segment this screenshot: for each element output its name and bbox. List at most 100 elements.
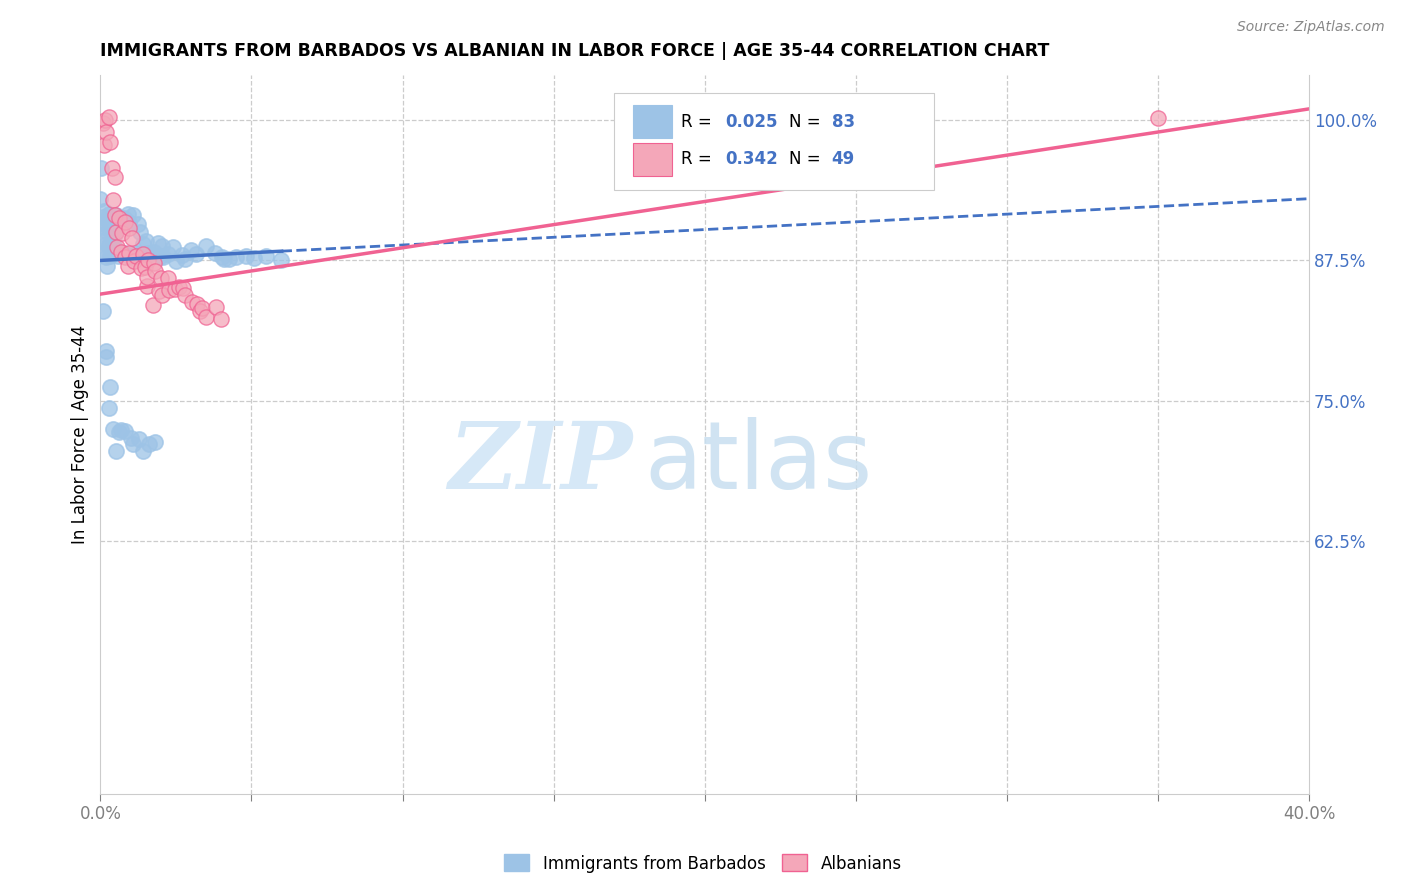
Point	[105, 240, 128, 254]
Point	[173, 252, 195, 267]
Point	[146, 235, 169, 250]
Point	[96, 343, 118, 358]
Point	[104, 212, 127, 227]
Point	[118, 216, 141, 230]
Point	[129, 225, 152, 239]
Point	[143, 264, 166, 278]
Point	[98, 380, 121, 394]
Point	[105, 444, 128, 458]
Point	[117, 259, 139, 273]
Point	[93, 220, 115, 235]
Point	[235, 249, 257, 263]
Point	[136, 246, 159, 260]
Text: atlas: atlas	[644, 417, 873, 509]
Point	[101, 228, 124, 243]
Point	[108, 215, 131, 229]
FancyBboxPatch shape	[633, 105, 672, 138]
Point	[112, 211, 135, 225]
Point	[270, 252, 292, 267]
Point	[105, 243, 128, 257]
Point	[149, 270, 172, 285]
Point	[118, 246, 141, 260]
Point	[100, 246, 122, 260]
Point	[114, 250, 136, 264]
Point	[111, 247, 134, 261]
Point	[254, 249, 277, 263]
Point	[96, 250, 118, 264]
Point	[94, 350, 117, 364]
Point	[117, 207, 139, 221]
Point	[93, 235, 115, 249]
Point	[125, 245, 148, 260]
Point	[186, 246, 208, 260]
Text: R =: R =	[681, 113, 717, 131]
Point	[93, 203, 115, 218]
Text: 0.025: 0.025	[725, 113, 778, 131]
Point	[1147, 112, 1170, 126]
Point	[115, 213, 138, 227]
Point	[108, 211, 131, 225]
Point	[204, 301, 226, 315]
Point	[98, 249, 121, 263]
Point	[135, 234, 157, 248]
Y-axis label: In Labor Force | Age 35-44: In Labor Force | Age 35-44	[72, 325, 89, 544]
Point	[120, 431, 142, 445]
Point	[148, 284, 170, 298]
Point	[180, 243, 202, 257]
Point	[97, 111, 120, 125]
Point	[96, 259, 118, 273]
Point	[138, 437, 160, 451]
Point	[101, 422, 124, 436]
Point	[104, 170, 127, 185]
Point	[142, 244, 165, 259]
Point	[111, 226, 134, 240]
Point	[180, 294, 202, 309]
Point	[191, 301, 214, 315]
Point	[156, 271, 179, 285]
Point	[135, 278, 157, 293]
Point	[128, 433, 150, 447]
Point	[104, 208, 127, 222]
Point	[243, 251, 266, 265]
Point	[94, 112, 117, 127]
Text: 0.342: 0.342	[725, 150, 778, 169]
Point	[89, 192, 111, 206]
Point	[194, 310, 217, 324]
Text: Source: ZipAtlas.com: Source: ZipAtlas.com	[1237, 20, 1385, 34]
Point	[135, 270, 157, 285]
Point	[142, 256, 165, 270]
Point	[125, 249, 148, 263]
Point	[188, 304, 211, 318]
Point	[98, 222, 121, 236]
Point	[97, 237, 120, 252]
Point	[150, 238, 173, 252]
Text: ZIP: ZIP	[449, 418, 633, 508]
Point	[218, 252, 240, 266]
Point	[110, 244, 132, 259]
Point	[108, 425, 131, 439]
Point	[225, 250, 247, 264]
Point	[107, 219, 129, 234]
Point	[94, 236, 117, 251]
Point	[156, 247, 179, 261]
Point	[101, 235, 124, 250]
Point	[142, 298, 165, 312]
Point	[132, 246, 155, 260]
Point	[96, 226, 118, 240]
Point	[112, 246, 135, 260]
Point	[136, 253, 159, 268]
Point	[98, 135, 121, 149]
Point	[172, 281, 194, 295]
Point	[104, 227, 127, 242]
Point	[98, 206, 121, 220]
Text: N =: N =	[789, 150, 827, 169]
Point	[91, 116, 114, 130]
Text: N =: N =	[789, 113, 827, 131]
Point	[139, 246, 162, 260]
Point	[163, 282, 186, 296]
Point	[157, 283, 180, 297]
Point	[105, 225, 128, 239]
Point	[110, 423, 132, 437]
Point	[103, 193, 125, 207]
Point	[127, 217, 149, 231]
